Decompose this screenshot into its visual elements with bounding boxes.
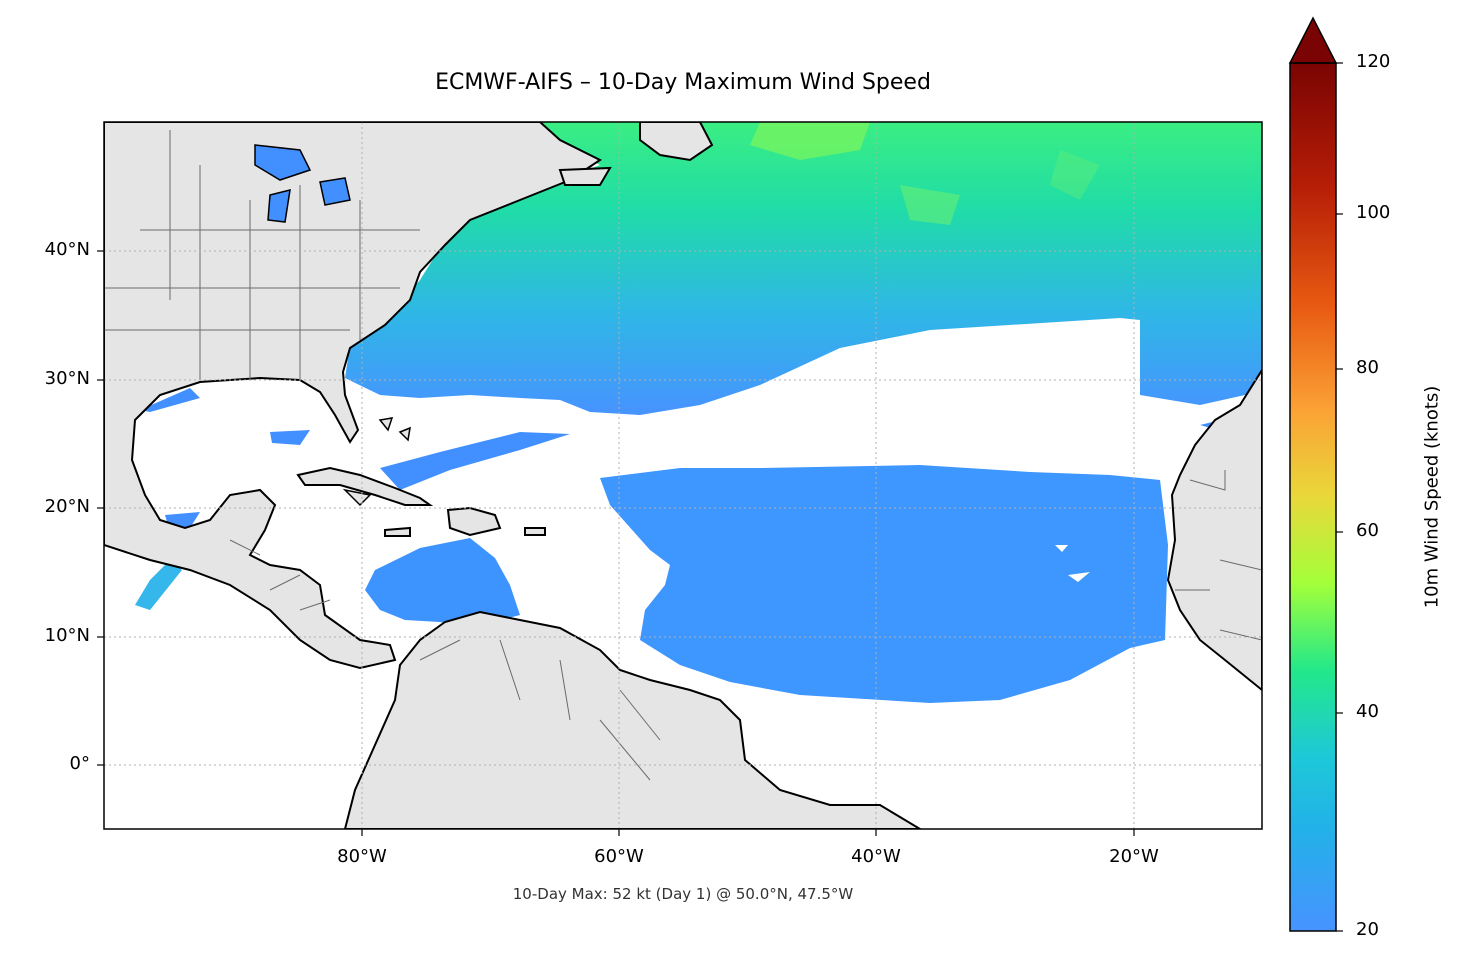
land-africa — [1166, 368, 1262, 692]
political-borders — [104, 130, 1262, 781]
colorbar-tick-120: 120 — [1356, 51, 1391, 72]
map-gridlines — [104, 122, 1262, 829]
map-frame — [103, 121, 1263, 830]
land-north-america — [104, 122, 602, 670]
colorbar — [1288, 16, 1343, 932]
colorbar-extend-arrow — [1288, 16, 1338, 64]
lat-label-10n: 10°N — [44, 625, 90, 646]
lon-label-20w: 20°W — [1109, 846, 1159, 867]
lon-label-40w: 40°W — [851, 846, 901, 867]
map-area — [104, 122, 1262, 829]
lon-label-80w: 80°W — [337, 846, 387, 867]
wind-field-north-atlantic — [345, 122, 1262, 415]
lat-label-30n: 30°N — [44, 368, 90, 389]
colorbar-tick-20: 20 — [1356, 919, 1379, 940]
lon-label-60w: 60°W — [594, 846, 644, 867]
colorbar-tick-80: 80 — [1356, 357, 1379, 378]
land-south-america — [343, 610, 922, 829]
page-title: ECMWF-AIFS – 10-Day Maximum Wind Speed — [435, 70, 931, 95]
colorbar-tick-100: 100 — [1356, 202, 1391, 223]
max-wind-footer: 10-Day Max: 52 kt (Day 1) @ 50.0°N, 47.5… — [512, 885, 854, 903]
colorbar-label: 10m Wind Speed (knots) — [1421, 385, 1443, 609]
land-cuba — [296, 466, 434, 506]
wind-field-caribbean — [365, 538, 520, 628]
wind-field-tropical-atlantic — [600, 465, 1168, 703]
lat-label-equator: 0° — [69, 753, 90, 774]
colorbar-tick-40: 40 — [1356, 701, 1379, 722]
lat-label-40n: 40°N — [44, 239, 90, 260]
colorbar-tick-60: 60 — [1356, 520, 1379, 541]
lat-label-20n: 20°N — [44, 496, 90, 517]
